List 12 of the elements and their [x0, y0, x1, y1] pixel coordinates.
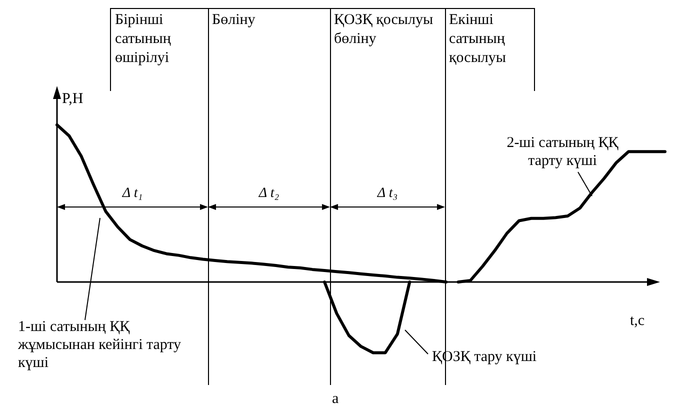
annotation: 2-ші сатының ҚҚ тарту күші [506, 134, 620, 170]
y-axis-title: P,H [62, 90, 84, 108]
x-axis-title: t,c [630, 312, 645, 330]
annotation: Δ t₁ [121, 185, 144, 203]
text: Бөліну [208, 8, 330, 91]
text: Екінші сатының қосылуы [445, 8, 535, 91]
annotation: Δ t₃ [376, 185, 399, 203]
annotation: 1-ші сатының ҚҚ жұмысынан кейінгі тарту күші [18, 318, 182, 372]
text: ҚОЗҚ қосылуы бөліну [330, 8, 445, 91]
annotation: Δ t₂ [258, 185, 280, 203]
text: Бірінші сатының өшірілуі [110, 8, 208, 91]
text: а [332, 390, 339, 408]
